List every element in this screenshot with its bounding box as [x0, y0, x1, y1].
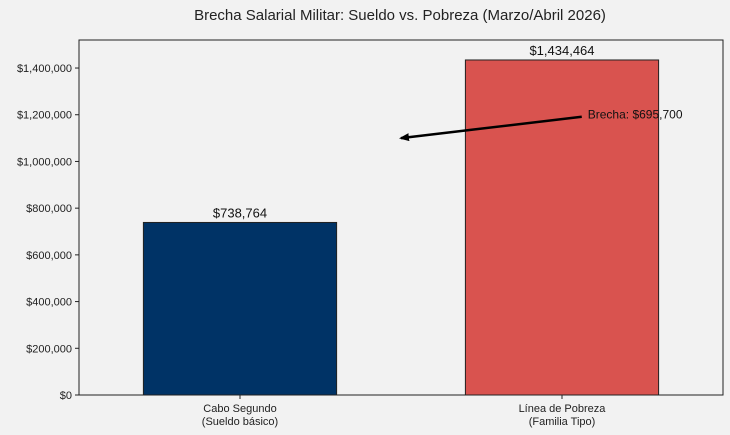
y-tick-label: $0: [60, 390, 72, 402]
y-tick-label: $1,200,000: [17, 110, 72, 122]
bars: $738,764 $1,434,464: [142, 43, 660, 396]
bar: [464, 59, 660, 396]
x-tick-label: Cabo Segundo (Sueldo básico): [202, 403, 278, 428]
gap-annotation: Brecha: $695,700: [399, 108, 683, 142]
chart-title: Brecha Salarial Militar: Sueldo vs. Pobr…: [194, 7, 606, 24]
x-tick-label: Línea de Pobreza (Familia Tipo): [519, 403, 607, 428]
bar-value-label: $1,434,464: [529, 43, 594, 58]
y-tick-label: $600,000: [26, 250, 72, 262]
annotation-label: Brecha: $695,700: [588, 108, 683, 122]
y-tick-label: $400,000: [26, 297, 72, 309]
bar: [142, 221, 338, 396]
y-tick-label: $1,000,000: [17, 156, 72, 168]
plot-area-frame: [78, 39, 724, 396]
y-tick-label: $200,000: [26, 343, 72, 355]
y-tick-label: $1,400,000: [17, 63, 72, 75]
y-tick-label: $800,000: [26, 203, 72, 215]
bar-value-label: $738,764: [213, 205, 267, 220]
annotation-arrow: [399, 115, 582, 142]
y-axis: $0 $200,000 $400,000 $600,000 $800,000 $1,000…: [17, 63, 79, 402]
x-axis: Cabo Segundo (Sueldo básico) Línea de Pobr…: [202, 395, 607, 428]
